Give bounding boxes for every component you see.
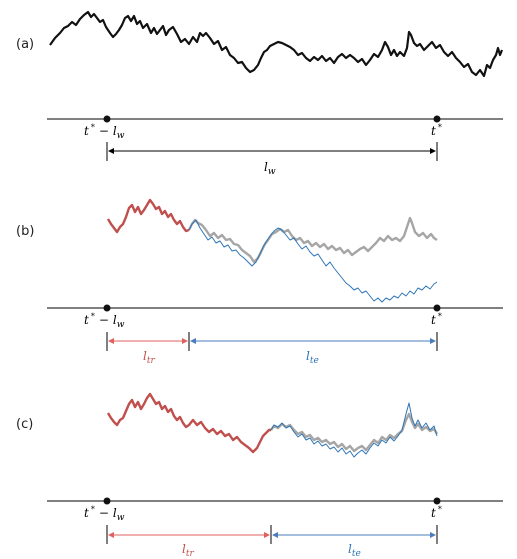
actual-series-line bbox=[187, 216, 438, 264]
panel-b: (b) t * − lw t * ltr lte bbox=[16, 198, 503, 366]
test-span-label: lte bbox=[348, 542, 361, 559]
window-start-label: t * − lw bbox=[84, 505, 125, 523]
window-start-dot bbox=[103, 115, 111, 123]
window-start-label: t * − lw bbox=[84, 312, 125, 330]
forecast-series-line bbox=[188, 219, 438, 303]
window-span-label: lw bbox=[264, 160, 276, 177]
actual-series-line bbox=[270, 412, 439, 453]
window-end-label: t * bbox=[431, 123, 442, 138]
train-series-line bbox=[106, 392, 271, 454]
panel-c: (c) t * − lw t * ltr lte bbox=[16, 392, 503, 559]
window-start-dot bbox=[103, 497, 111, 505]
full-series-line bbox=[49, 10, 504, 78]
panel-a-label: (a) bbox=[16, 37, 34, 52]
panel-c-label: (c) bbox=[16, 417, 33, 432]
panel-b-label: (b) bbox=[16, 224, 34, 239]
forecast-series-line bbox=[270, 402, 438, 458]
window-end-label: t * bbox=[431, 312, 442, 327]
window-end-dot bbox=[433, 304, 441, 312]
panel-a: (a) t * − lw t * lw bbox=[16, 10, 504, 177]
window-start-label: t * − lw bbox=[84, 123, 125, 141]
window-start-dot bbox=[103, 304, 111, 312]
test-span-label: lte bbox=[306, 349, 319, 366]
train-span-label: ltr bbox=[143, 349, 155, 366]
window-end-dot bbox=[433, 497, 441, 505]
window-end-dot bbox=[433, 115, 441, 123]
train-span-label: ltr bbox=[182, 542, 194, 559]
window-end-label: t * bbox=[431, 505, 442, 520]
train-series-line bbox=[106, 198, 190, 234]
